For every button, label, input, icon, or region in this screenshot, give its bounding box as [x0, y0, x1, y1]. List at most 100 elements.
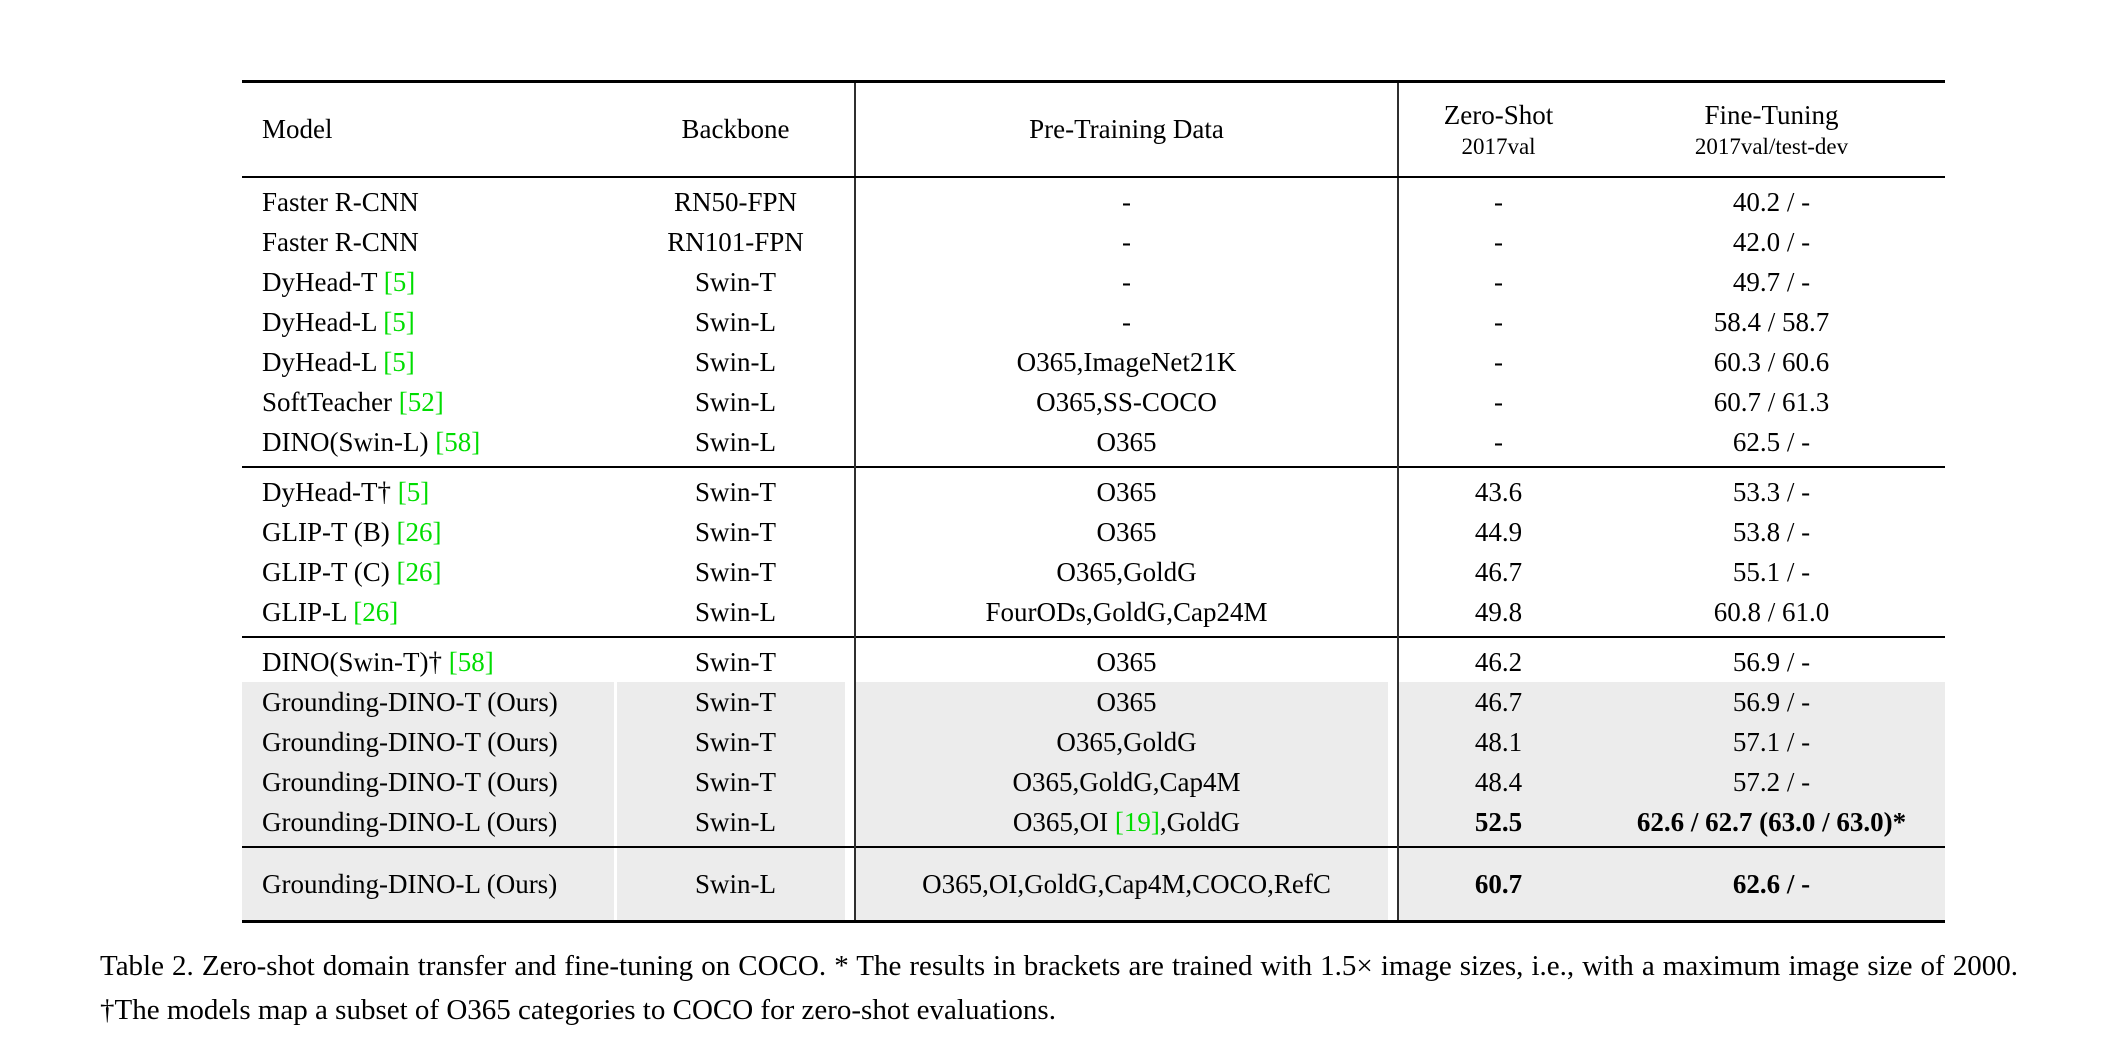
table-row: GLIP-L [26] Swin-L FourODs,GoldG,Cap24M 49.… — [242, 592, 1945, 637]
model-cell: DyHead-T [5] — [262, 266, 416, 297]
backbone-cell: Swin-T — [695, 476, 776, 507]
model-cell: Grounding-DINO-L (Ours) — [242, 802, 617, 847]
backbone-cell: Swin-L — [695, 306, 776, 337]
table-group: DyHead-T† [5] Swin-T O365 43.6 53.3 / - GLIP-… — [242, 467, 1945, 637]
table-row: DINO(Swin-T)† [58] Swin-T O365 46.2 56.9 / - — [242, 637, 1945, 682]
zeroshot-value-cell: 46.7 — [1397, 552, 1598, 592]
finetuning-value-cell: 40.2 / - — [1732, 186, 1811, 217]
table-row: Grounding-DINO-L (Ours) Swin-L O365,OI,Gol… — [242, 847, 1945, 922]
backbone-cell: RN101-FPN — [667, 226, 804, 257]
pretraining-cell: O365,GoldG — [854, 722, 1398, 762]
finetuning-value-cell: 57.2 / - — [1598, 762, 1945, 802]
citation-ref: [58] — [435, 426, 481, 457]
backbone-cell: Swin-L — [695, 346, 776, 377]
model-cell: GLIP-T (B) [26] — [262, 516, 442, 547]
table-row: Faster R-CNN RN50-FPN - - 40.2 / - — [242, 177, 1945, 222]
table-row: DINO(Swin-L) [58] Swin-L O365- 62.5 / - — [242, 422, 1945, 467]
col-header-zeroshot-label: Zero-Shot — [1443, 99, 1554, 130]
col-header-finetuning-sublabel: 2017val/test-dev — [1694, 133, 1849, 159]
col-header-model: Model — [242, 81, 617, 178]
citation-ref: [26] — [353, 596, 399, 627]
pretraining-cell: - — [854, 222, 1398, 262]
table-row: Grounding-DINO-T (Ours) Swin-T O365,GoldG,… — [242, 762, 1945, 802]
zeroshot-value-cell: - — [1397, 177, 1598, 222]
results-table-container: Model Backbone Pre-Training Data Zero-Sh… — [242, 80, 1945, 923]
pretraining-cell: O365,OI,GoldG,Cap4M,COCO,RefC — [854, 847, 1398, 922]
finetuning-value-cell: 42.0 / - — [1732, 226, 1811, 257]
pretraining-cell: O365,GoldG — [854, 552, 1398, 592]
col-header-backbone-label: Backbone — [681, 114, 790, 144]
backbone-cell: Swin-L — [617, 847, 855, 922]
pretraining-cell: O365,OI [19],GoldG — [854, 802, 1398, 847]
backbone-cell: Swin-T — [695, 556, 776, 587]
col-header-backbone: Backbone — [617, 81, 855, 178]
zeroshot-value-cell: 43.6 — [1397, 467, 1598, 512]
table-row: DyHead-L [5] Swin-L - - 58.4 / 58.7 — [242, 302, 1945, 342]
zeroshot-value-cell: - — [1397, 262, 1598, 302]
finetuning-value-cell: 56.9 / - — [1598, 682, 1945, 722]
table-row: GLIP-T (B) [26] Swin-T O365 44.9 53.8 / - — [242, 512, 1945, 552]
header-row: Model Backbone Pre-Training Data Zero-Sh… — [242, 81, 1945, 178]
citation-ref: [26] — [396, 516, 442, 547]
finetuning-value-cell: 57.1 / - — [1598, 722, 1945, 762]
col-header-zeroshot-sublabel: 2017val — [1461, 133, 1536, 159]
finetuning-value-cell: 49.7 / - — [1732, 266, 1811, 297]
table-row: DyHead-T† [5] Swin-T O365 43.6 53.3 / - — [242, 467, 1945, 512]
finetuning-value-cell: 53.3 / - — [1732, 476, 1811, 507]
zeroshot-value-cell: 48.4 — [1397, 762, 1598, 802]
col-header-pretraining-label: Pre-Training Data — [1029, 114, 1224, 144]
table-row: DyHead-T [5] Swin-T - - 49.7 / - — [242, 262, 1945, 302]
finetuning-value-cell: 62.6 / 62.7 (63.0 / 63.0)* — [1598, 802, 1945, 847]
backbone-cell: RN50-FPN — [673, 186, 798, 217]
col-header-model-label: Model — [262, 114, 333, 144]
table-row: Grounding-DINO-L (Ours) Swin-L O365,OI [19… — [242, 802, 1945, 847]
results-table: Model Backbone Pre-Training Data Zero-Sh… — [242, 80, 1945, 923]
finetuning-value-cell: 60.7 / 61.3 — [1713, 386, 1830, 417]
citation-ref: [5] — [383, 306, 415, 337]
zeroshot-value-cell: 46.7 — [1397, 682, 1598, 722]
model-cell: Grounding-DINO-T (Ours) — [242, 722, 617, 762]
model-cell: DyHead-L [5] — [262, 346, 415, 377]
table-row: DyHead-L [5] Swin-L O365,ImageNet21K - 60.3 … — [242, 342, 1945, 382]
zeroshot-value-cell: - — [1397, 342, 1598, 382]
backbone-cell: Swin-T — [617, 682, 855, 722]
backbone-cell: Swin-T — [695, 516, 776, 547]
pretraining-cell: O365 — [854, 682, 1398, 722]
col-header-finetuning-label: Fine-Tuning — [1704, 99, 1839, 130]
table-row: Grounding-DINO-T (Ours) Swin-T O365 46.7 56.… — [242, 682, 1945, 722]
table-caption: Table 2. Zero-shot domain transfer and f… — [100, 950, 2018, 1027]
model-cell: DyHead-T† [5] — [262, 476, 430, 507]
pretraining-cell: O365,ImageNet21K — [854, 342, 1398, 382]
model-cell: Faster R-CNN — [262, 226, 419, 257]
finetuning-value-cell: 60.8 / 61.0 — [1713, 596, 1830, 627]
citation-ref: [52] — [398, 386, 444, 417]
zeroshot-value-cell: 44.9 — [1397, 512, 1598, 552]
pretraining-cell: O365 — [854, 637, 1398, 682]
finetuning-value-cell: 53.8 / - — [1732, 516, 1811, 547]
table-row: SoftTeacher [52] Swin-L O365,SS-COCO - 60.7 … — [242, 382, 1945, 422]
zeroshot-value-cell: 60.7 — [1397, 847, 1598, 922]
citation-ref: [5] — [383, 346, 415, 377]
finetuning-value-cell: 60.3 / 60.6 — [1713, 346, 1830, 377]
model-cell: DINO(Swin-L) [58] — [262, 426, 481, 457]
backbone-cell: Swin-L — [617, 802, 855, 847]
model-cell: GLIP-L [26] — [262, 596, 399, 627]
model-cell: Grounding-DINO-T (Ours) — [242, 762, 617, 802]
table-row: Faster R-CNN RN101-FPN - - 42.0 / - — [242, 222, 1945, 262]
pretraining-cell: - — [854, 177, 1398, 222]
backbone-cell: Swin-L — [695, 596, 776, 627]
model-cell: SoftTeacher [52] — [262, 386, 444, 417]
finetuning-value-cell: 55.1 / - — [1732, 556, 1811, 587]
model-cell: GLIP-T (C) [26] — [262, 556, 442, 587]
pretraining-cell: - — [854, 262, 1398, 302]
zeroshot-value-cell: - — [1397, 302, 1598, 342]
finetuning-value-cell: 62.6 / - — [1598, 847, 1945, 922]
citation-ref: [58] — [448, 646, 494, 677]
finetuning-value-cell: 62.5 / - — [1732, 426, 1811, 457]
pretraining-cell: O365,GoldG,Cap4M — [854, 762, 1398, 802]
citation-ref: [5] — [397, 476, 430, 507]
backbone-cell: Swin-L — [695, 386, 776, 417]
finetuning-value-cell: 56.9 / - — [1732, 646, 1811, 677]
backbone-cell: Swin-T — [695, 646, 776, 677]
backbone-cell: Swin-T — [617, 762, 855, 802]
